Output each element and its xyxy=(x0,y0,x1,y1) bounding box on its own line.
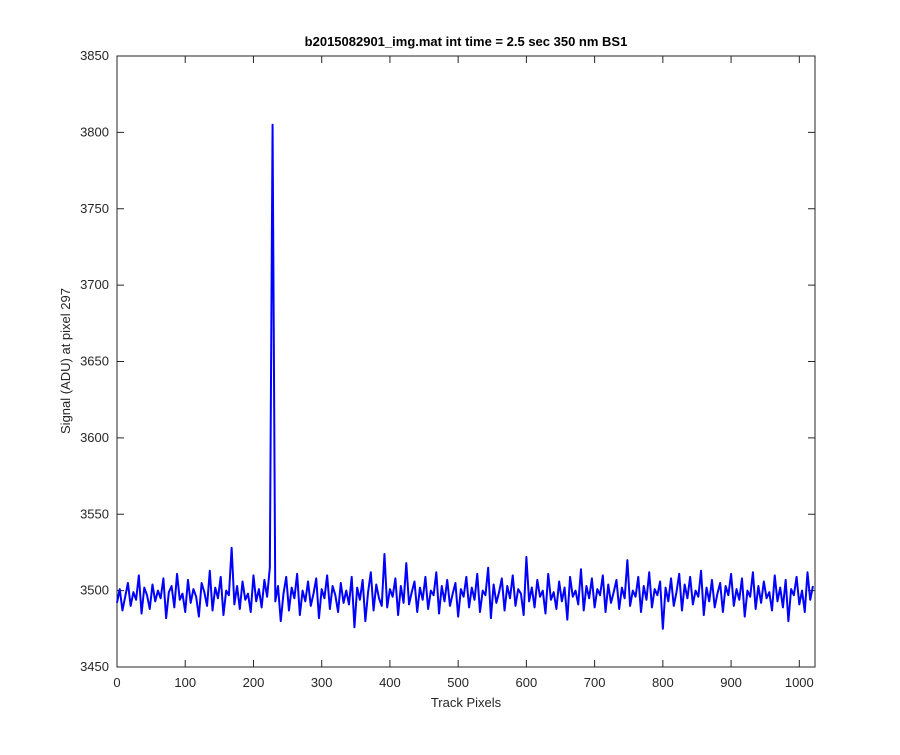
y-tick-label: 3500 xyxy=(80,583,109,598)
y-tick-label: 3600 xyxy=(80,430,109,445)
x-tick-label: 900 xyxy=(720,675,742,690)
y-tick-label: 3800 xyxy=(80,124,109,139)
y-axis-label: Signal (ADU) at pixel 297 xyxy=(58,288,73,434)
x-tick-label: 400 xyxy=(379,675,401,690)
y-tick-label: 3450 xyxy=(80,659,109,674)
y-tick-label: 3700 xyxy=(80,277,109,292)
x-axis-label: Track Pixels xyxy=(431,695,502,710)
y-tick-label: 3650 xyxy=(80,354,109,369)
x-tick-label: 0 xyxy=(113,675,120,690)
y-tick-label: 3550 xyxy=(80,506,109,521)
y-tick-label: 3850 xyxy=(80,48,109,63)
y-tick-label: 3750 xyxy=(80,201,109,216)
x-tick-label: 700 xyxy=(584,675,606,690)
x-tick-label: 600 xyxy=(516,675,538,690)
x-tick-label: 300 xyxy=(311,675,333,690)
x-tick-label: 500 xyxy=(447,675,469,690)
data-line xyxy=(116,123,814,630)
x-tick-label: 200 xyxy=(243,675,265,690)
x-tick-label: 100 xyxy=(174,675,196,690)
x-tick-label: 1000 xyxy=(785,675,814,690)
x-tick-label: 800 xyxy=(652,675,674,690)
chart-title: b2015082901_img.mat int time = 2.5 sec 3… xyxy=(305,34,628,49)
